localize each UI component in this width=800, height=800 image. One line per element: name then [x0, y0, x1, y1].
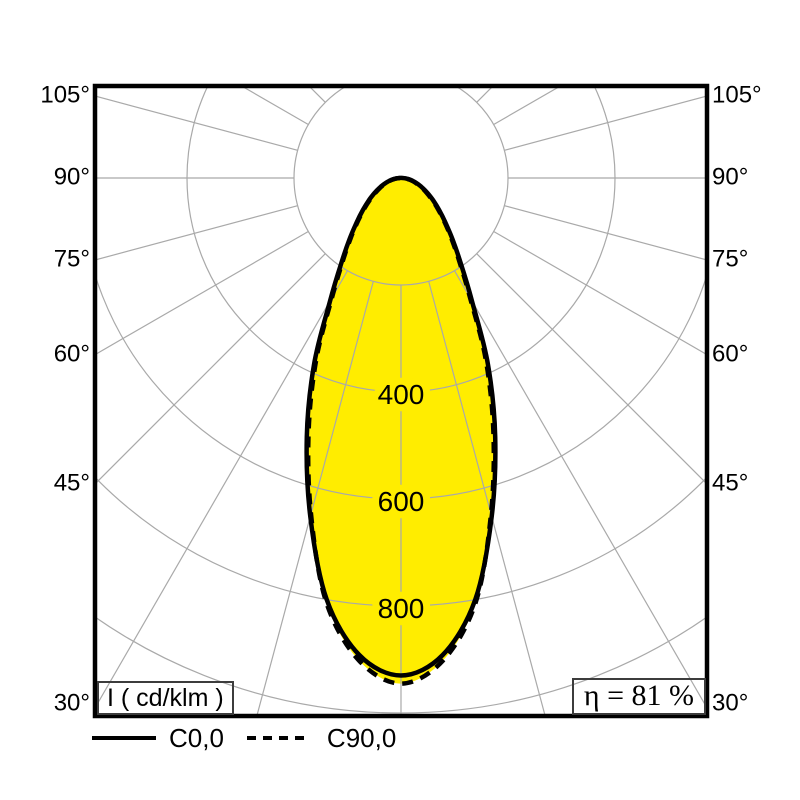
angle-label-left-30: 30° — [53, 689, 90, 717]
angle-label-right-60: 60° — [712, 340, 749, 368]
angle-label-right-45: 45° — [712, 469, 749, 497]
angle-label-left-60: 60° — [53, 340, 90, 368]
unit-badge: I ( cd/klm ) — [97, 681, 234, 715]
angle-label-right-105: 105° — [712, 81, 762, 109]
efficiency-badge: η = 81 % — [571, 678, 706, 715]
grid-spoke-15 — [428, 281, 546, 716]
legend-solid-line-sample — [92, 736, 156, 740]
plot-border — [92, 83, 710, 719]
grid-spoke-210 — [91, 0, 348, 85]
angle-label-left-75: 75° — [53, 245, 90, 273]
grid-spoke-330 — [95, 270, 349, 710]
grid-spoke-75 — [504, 205, 707, 261]
grid-spoke-105 — [504, 95, 707, 151]
angle-label-right-75: 75° — [712, 245, 749, 273]
unit-badge-label: I ( cd/klm ) — [107, 683, 224, 712]
grid-spoke-285 — [95, 205, 298, 261]
grid-spoke-255 — [95, 95, 298, 151]
grid-spoke-195 — [241, 0, 374, 75]
angle-label-right-30: 30° — [712, 689, 749, 717]
ring-label-800: 800 — [378, 593, 425, 624]
ring-label-400: 400 — [378, 379, 425, 410]
grid-spoke-30 — [453, 270, 707, 710]
grid-spoke-165 — [429, 0, 562, 75]
angle-label-left-105: 105° — [40, 81, 90, 109]
grid-spoke-345 — [256, 281, 374, 716]
legend-dashed-line-sample — [246, 736, 308, 740]
grid-spoke-315 — [95, 253, 326, 485]
legend-label-c90: C90,0 — [326, 722, 397, 753]
grid-spoke-60 — [493, 230, 707, 356]
legend-label-c0: C0,0 — [169, 722, 224, 753]
grid-spoke-45 — [476, 253, 707, 485]
efficiency-badge-label: η = 81 % — [583, 678, 694, 712]
legend: C0,0 C90,0 — [92, 722, 396, 754]
grid-spoke-300 — [95, 230, 309, 356]
grid-spoke-150 — [455, 0, 712, 85]
ring-label-600: 600 — [378, 486, 425, 517]
angle-label-left-90: 90° — [53, 163, 90, 191]
angle-label-right-90: 90° — [712, 163, 749, 191]
angle-label-left-45: 45° — [53, 469, 90, 497]
curve-c0 — [304, 175, 498, 678]
